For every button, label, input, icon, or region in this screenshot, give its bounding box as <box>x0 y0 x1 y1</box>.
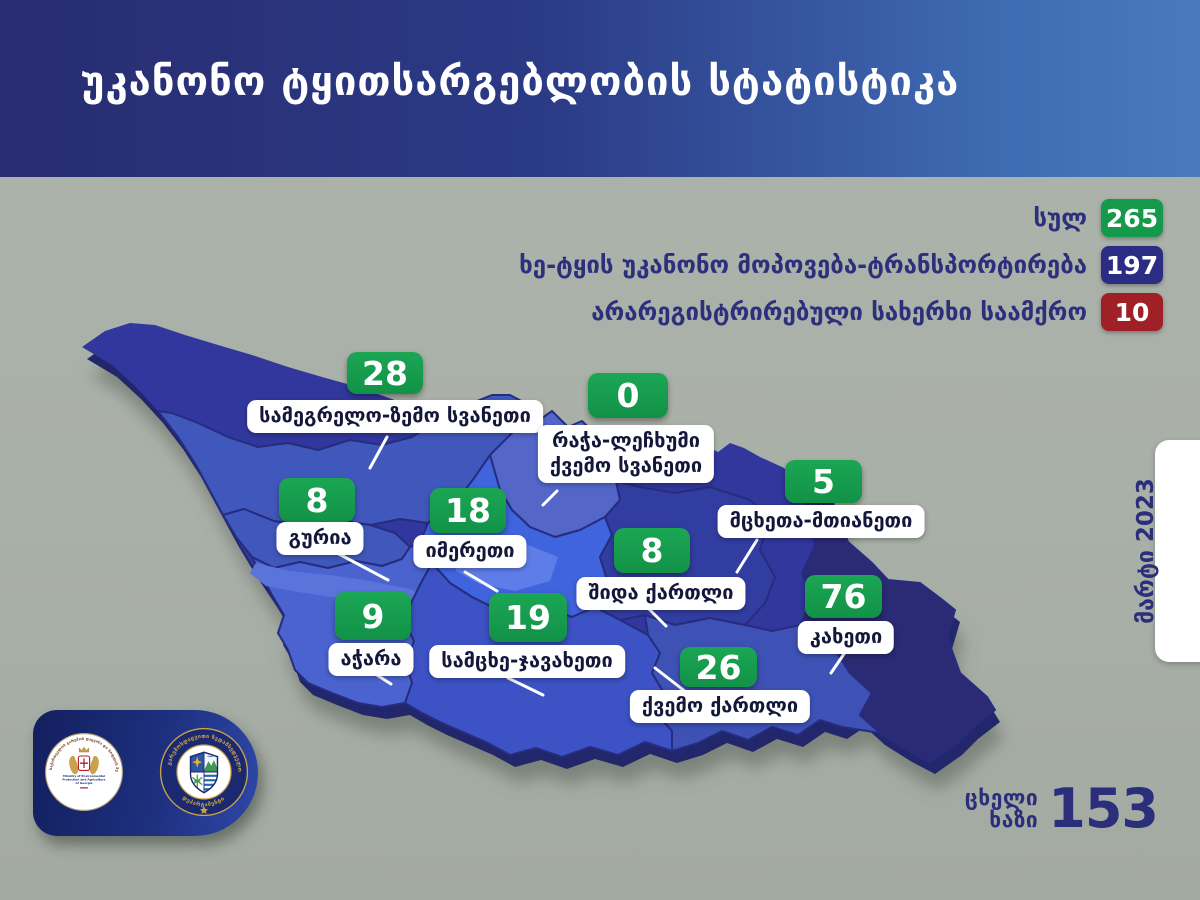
svg-text:of Georgia: of Georgia <box>76 781 93 785</box>
legend: სულ 265 ხე-ტყის უკანონო მოპოვება-ტრანსპორტ… <box>519 199 1163 331</box>
svg-text:Ministry of Environmental: Ministry of Environmental <box>63 774 105 778</box>
legend-value-badge: 265 <box>1101 199 1163 237</box>
hotline-number: 153 <box>1048 777 1159 840</box>
region-count-badge-guria: 8 <box>279 478 355 522</box>
region-label-samtskhe-javakheti: სამცხე-ჯავახეთი <box>429 645 625 678</box>
leader-line-samegrelo-zemo-svaneti <box>368 435 389 470</box>
region-count-badge-mtskheta-mtianeti: 5 <box>785 460 862 503</box>
region-count-badge-racha-lechkhumi-kvemo-svaneti: 0 <box>588 373 668 418</box>
ministry-logos-banner: საქართველოს გარემოს დაცვისა და სოფლის მე… <box>33 710 258 836</box>
region-count-badge-shida-kartli: 8 <box>614 528 690 573</box>
leader-line-kakheti <box>829 649 848 675</box>
legend-row-2: ხე-ტყის უკანონო მოპოვება-ტრანსპორტირება 1… <box>519 246 1163 284</box>
period-tab-label: მარტი 2023 <box>1133 478 1159 624</box>
region-label-guria: გურია <box>276 522 364 555</box>
ministry-seal-icon: საქართველოს გარემოს დაცვისა და სოფლის მე… <box>44 733 123 811</box>
leader-line-samtskhe-javakheti <box>506 676 545 697</box>
legend-label: არარეგისტრირებული სახერხი საამქრო <box>591 298 1087 326</box>
legend-value-badge: 10 <box>1101 293 1163 331</box>
legend-label: სულ <box>1033 204 1087 232</box>
legend-label: ხე-ტყის უკანონო მოპოვება-ტრანსპორტირება <box>519 251 1087 279</box>
region-count-badge-samegrelo-zemo-svaneti: 28 <box>347 352 423 394</box>
leader-line-mtskheta-mtianeti <box>735 538 759 574</box>
hotline-label-line2: ხაზი <box>989 808 1039 832</box>
region-label-samegrelo-zemo-svaneti: სამეგრელო-ზემო სვანეთი <box>247 400 543 433</box>
hotline: ცხელი ხაზი 153 <box>965 777 1159 840</box>
hotline-label: ცხელი ხაზი <box>965 787 1039 831</box>
leader-line-racha-lechkhumi-kvemo-svaneti <box>541 489 559 507</box>
leader-line-shida-kartli <box>646 606 668 628</box>
region-label-mtskheta-mtianeti: მცხეთა-მთიანეთი <box>717 505 925 538</box>
region-count-badge-kvemo-kartli: 26 <box>680 647 757 687</box>
legend-value-badge: 197 <box>1101 246 1163 284</box>
page-title: უკანონო ტყითსარგებლობის სტატისტიკა <box>80 58 960 105</box>
svg-text:Protection and Agriculture: Protection and Agriculture <box>62 777 105 781</box>
leader-lines <box>335 435 848 697</box>
region-count-badge-achara: 9 <box>335 592 411 640</box>
leader-line-imereti <box>463 570 499 593</box>
hotline-label-line1: ცხელი <box>964 785 1039 810</box>
header-banner: უკანონო ტყითსარგებლობის სტატისტიკა <box>0 0 1200 177</box>
region-count-badge-imereti: 18 <box>430 488 506 533</box>
leader-line-guria <box>335 551 390 582</box>
region-count-badge-samtskhe-javakheti: 19 <box>489 593 567 642</box>
region-count-badge-kakheti: 76 <box>805 575 882 618</box>
region-label-shida-kartli: შიდა ქართლი <box>576 577 746 610</box>
region-label-achara: აჭარა <box>328 643 414 676</box>
region-label-racha-lechkhumi-kvemo-svaneti: რაჭა-ლეჩხუმი ქვემო სვანეთი <box>537 425 715 483</box>
region-label-kakheti: კახეთი <box>797 621 895 654</box>
region-label-kvemo-kartli: ქვემო ქართლი <box>629 690 811 723</box>
legend-row-3: არარეგისტრირებული სახერხი საამქრო 10 <box>591 293 1163 331</box>
period-tab: მარტი 2023 <box>1133 440 1200 662</box>
leader-line-kvemo-kartli <box>653 666 688 694</box>
environment-department-emblem-icon: გარემოსდაცვითი ზედამხედველობის დეპარტამე… <box>159 727 249 817</box>
legend-row-1: სულ 265 <box>1033 199 1163 237</box>
region-label-imereti: იმერეთი <box>413 535 527 568</box>
